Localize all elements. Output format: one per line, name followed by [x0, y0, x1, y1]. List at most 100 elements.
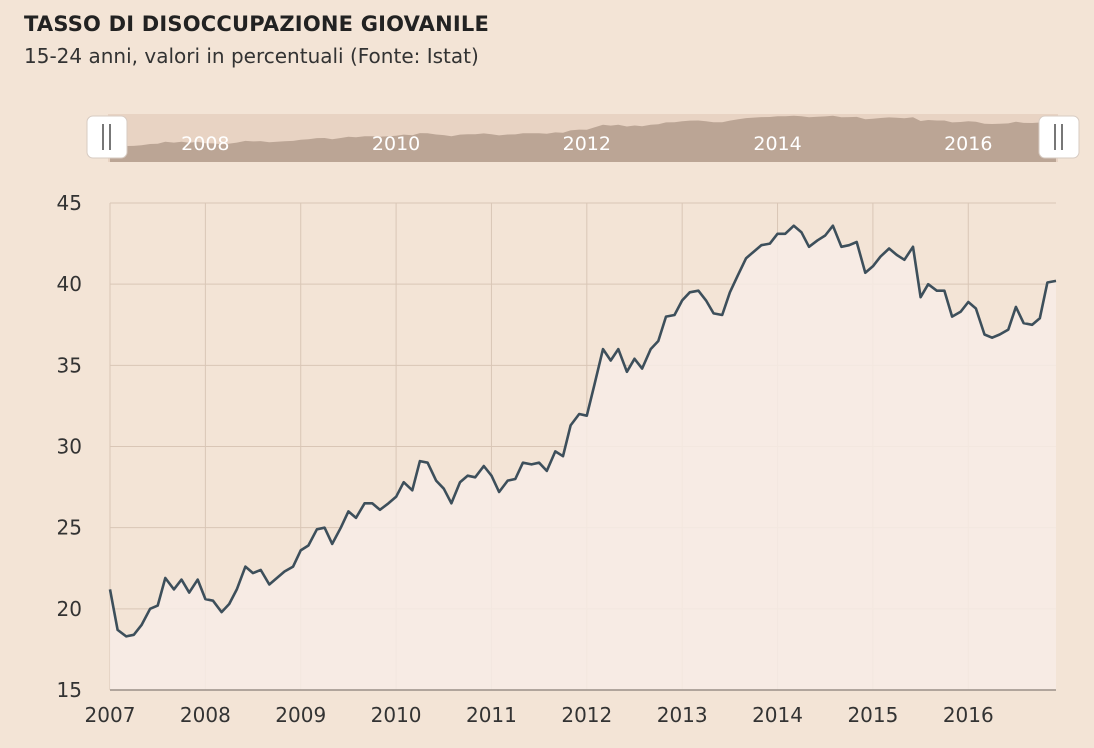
data-point[interactable]	[298, 547, 304, 553]
data-point[interactable]	[989, 335, 995, 341]
data-point[interactable]	[965, 299, 971, 305]
data-point[interactable]	[1021, 320, 1027, 326]
data-point[interactable]	[639, 366, 645, 372]
data-point[interactable]	[934, 288, 940, 294]
data-point[interactable]	[195, 577, 201, 583]
data-point[interactable]	[338, 525, 344, 531]
data-point[interactable]	[536, 460, 542, 466]
data-point[interactable]	[568, 422, 574, 428]
data-point[interactable]	[401, 479, 407, 485]
data-point[interactable]	[791, 223, 797, 229]
data-point[interactable]	[806, 244, 812, 250]
data-point[interactable]	[322, 525, 328, 531]
data-point[interactable]	[632, 356, 638, 362]
data-point[interactable]	[648, 346, 654, 352]
data-point[interactable]	[910, 244, 916, 250]
data-point[interactable]	[162, 575, 168, 581]
data-point[interactable]	[544, 468, 550, 474]
data-point[interactable]	[822, 233, 828, 239]
data-point[interactable]	[854, 239, 860, 245]
data-point[interactable]	[417, 458, 423, 464]
data-point[interactable]	[226, 601, 232, 607]
data-point[interactable]	[314, 526, 320, 532]
data-point[interactable]	[433, 478, 439, 484]
data-point[interactable]	[982, 332, 988, 338]
data-point[interactable]	[758, 242, 764, 248]
data-point[interactable]	[147, 606, 153, 612]
data-point[interactable]	[925, 281, 931, 287]
data-point[interactable]	[520, 460, 526, 466]
data-point[interactable]	[870, 263, 876, 269]
data-point[interactable]	[695, 288, 701, 294]
data-point[interactable]	[202, 596, 208, 602]
data-point[interactable]	[918, 294, 924, 300]
data-point[interactable]	[878, 254, 884, 260]
navigator-right-handle[interactable]	[1038, 115, 1080, 159]
data-point[interactable]	[505, 478, 511, 484]
data-point[interactable]	[441, 486, 447, 492]
data-point[interactable]	[155, 603, 161, 609]
data-point[interactable]	[290, 564, 296, 570]
data-point[interactable]	[735, 273, 741, 279]
data-point[interactable]	[369, 500, 375, 506]
data-point[interactable]	[489, 473, 495, 479]
data-point[interactable]	[584, 413, 590, 419]
data-point[interactable]	[219, 609, 225, 615]
data-point[interactable]	[353, 515, 359, 521]
data-point[interactable]	[409, 487, 415, 493]
data-point[interactable]	[529, 461, 535, 467]
data-point[interactable]	[448, 500, 454, 506]
data-point[interactable]	[838, 244, 844, 250]
data-point[interactable]	[1013, 304, 1019, 310]
data-point[interactable]	[1037, 315, 1043, 321]
data-point[interactable]	[139, 622, 145, 628]
data-point[interactable]	[496, 489, 502, 495]
data-point[interactable]	[973, 306, 979, 312]
data-point[interactable]	[711, 310, 717, 316]
range-navigator[interactable]: 2008 2010 2012 2014 2016	[108, 114, 1058, 162]
data-point[interactable]	[465, 473, 471, 479]
data-point[interactable]	[655, 338, 661, 344]
data-point[interactable]	[941, 288, 947, 294]
data-point[interactable]	[115, 627, 121, 633]
data-point[interactable]	[775, 231, 781, 237]
data-point[interactable]	[679, 297, 685, 303]
data-point[interactable]	[862, 270, 868, 276]
data-point[interactable]	[171, 586, 177, 592]
data-point[interactable]	[815, 237, 821, 243]
data-point[interactable]	[179, 577, 185, 583]
data-point[interactable]	[591, 382, 597, 388]
data-point[interactable]	[425, 460, 431, 466]
data-point[interactable]	[242, 564, 248, 570]
data-point[interactable]	[751, 249, 757, 255]
data-point[interactable]	[600, 346, 606, 352]
data-point[interactable]	[472, 474, 478, 480]
data-point[interactable]	[377, 507, 383, 513]
data-point[interactable]	[703, 297, 709, 303]
data-point[interactable]	[393, 494, 399, 500]
data-point[interactable]	[767, 241, 773, 247]
data-point[interactable]	[1044, 280, 1050, 286]
data-point[interactable]	[1053, 278, 1059, 284]
data-point[interactable]	[210, 598, 216, 604]
data-point[interactable]	[258, 567, 264, 573]
data-point[interactable]	[901, 257, 907, 263]
data-point[interactable]	[250, 570, 256, 576]
data-point[interactable]	[266, 582, 272, 588]
data-point[interactable]	[123, 633, 129, 639]
data-point[interactable]	[481, 463, 487, 469]
data-point[interactable]	[830, 223, 836, 229]
data-point[interactable]	[186, 590, 192, 596]
data-point[interactable]	[846, 242, 852, 248]
data-point[interactable]	[1029, 322, 1035, 328]
navigator-left-handle[interactable]	[86, 115, 128, 159]
data-point[interactable]	[886, 246, 892, 252]
data-point[interactable]	[663, 314, 669, 320]
data-point[interactable]	[274, 575, 280, 581]
data-point[interactable]	[624, 369, 630, 375]
data-point[interactable]	[743, 255, 749, 261]
data-point[interactable]	[687, 289, 693, 295]
data-point[interactable]	[608, 358, 614, 364]
data-point[interactable]	[949, 314, 955, 320]
data-point[interactable]	[727, 289, 733, 295]
